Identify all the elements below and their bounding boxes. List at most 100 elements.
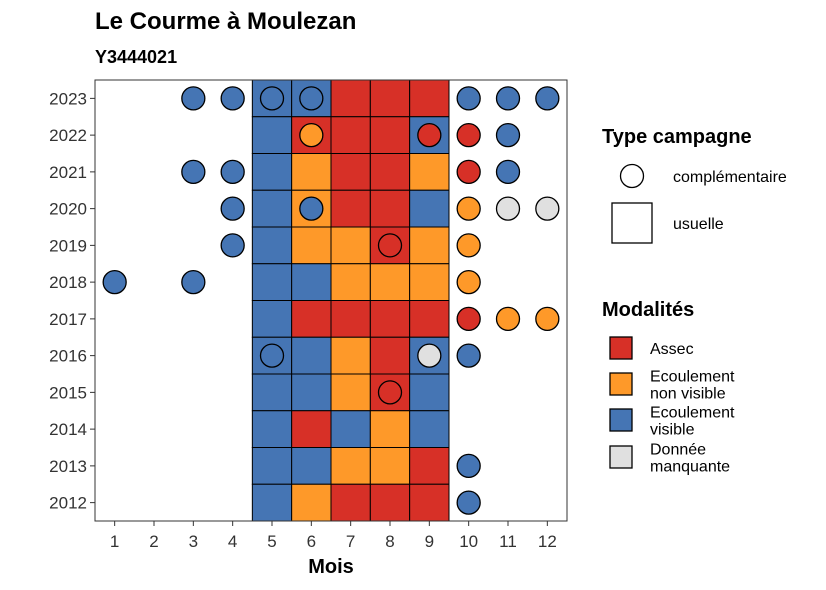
tile-2016-6: [291, 336, 332, 375]
point-2020-4: [220, 196, 245, 221]
x-axis: 1 2 3 4 5 6 7 8 9 10 11 12: [110, 521, 557, 551]
x-tick-label: 7: [346, 532, 355, 551]
legend-label-ecoulement-non-visible: Ecoulement non visible: [650, 369, 735, 403]
point-2015-8: [377, 380, 403, 405]
legend-swatch-donnee-manquante: [609, 445, 633, 469]
points-layer: [102, 86, 560, 515]
point-2023-10: [456, 86, 481, 111]
x-tick-label: 1: [110, 532, 119, 551]
tile-2012-5: [251, 483, 293, 522]
tile-2020-8: [369, 189, 411, 228]
legend-label-usuelle: usuelle: [673, 216, 724, 233]
tile-2022-8: [369, 116, 411, 154]
y-tick-label: 2015: [49, 383, 87, 402]
point-2022-6: [299, 122, 324, 148]
tile-2021-6: [291, 153, 332, 191]
point-2023-5: [259, 86, 285, 111]
tile-2016-7: [330, 336, 371, 375]
tile-2017-8: [369, 300, 411, 338]
tile-2017-7: [330, 300, 371, 338]
y-tick-label: 2023: [49, 89, 87, 108]
tile-2014-9: [409, 410, 450, 448]
point-2020-11: [495, 196, 521, 221]
tile-2018-9: [409, 263, 450, 301]
legend-swatch-assec: [609, 336, 633, 360]
tile-2018-7: [330, 263, 371, 301]
point-2021-3: [181, 159, 206, 185]
point-2022-10: [456, 122, 481, 148]
tiles-layer: [251, 79, 450, 522]
tile-2013-7: [330, 447, 371, 485]
x-tick-label: 11: [499, 532, 517, 551]
tile-2013-8: [369, 447, 411, 485]
point-2021-11: [495, 159, 521, 185]
tile-2020-5: [251, 189, 293, 228]
tile-2017-6: [291, 300, 332, 338]
tile-2012-8: [369, 483, 411, 522]
point-2018-3: [181, 269, 206, 295]
point-2017-12: [535, 306, 560, 332]
tile-2023-7: [330, 79, 371, 118]
legend-type-campagne: Type campagne complémentaire usuelle: [602, 126, 787, 244]
point-2023-6: [299, 86, 324, 111]
tile-2021-5: [251, 153, 293, 191]
point-2020-6: [299, 196, 324, 221]
point-2023-11: [495, 86, 521, 111]
legend-modalites: Modalités Assec Ecoulement non visibleEcou…: [602, 299, 735, 476]
tile-2014-8: [369, 410, 411, 448]
legend-label-complementaire: complémentaire: [673, 169, 787, 186]
x-tick-label: 6: [307, 532, 316, 551]
point-2016-10: [456, 343, 481, 368]
tile-2014-6: [291, 410, 332, 448]
point-2019-4: [220, 233, 245, 258]
tile-2015-9: [409, 373, 450, 412]
tile-2015-5: [251, 373, 293, 412]
tile-2018-8: [369, 263, 411, 301]
tile-2021-7: [330, 153, 371, 191]
tile-2013-5: [251, 447, 293, 485]
legend-label-ecoulement-visible: Ecoulement visible: [650, 405, 735, 439]
tile-2020-9: [409, 189, 450, 228]
y-tick-label: 2014: [49, 420, 87, 439]
legend-swatch-ecoulement-visible: [609, 408, 633, 432]
tile-2023-9: [409, 79, 450, 118]
point-2020-10: [456, 196, 481, 221]
point-2020-12: [535, 196, 560, 221]
point-2022-9: [417, 122, 442, 148]
point-2023-4: [220, 86, 245, 111]
legend-label-assec: Assec: [650, 341, 694, 358]
point-2021-4: [220, 159, 245, 185]
point-2018-1: [102, 269, 127, 295]
tile-2017-5: [251, 300, 293, 338]
plot-area: 2023 2022 2021 2020 2019 2018 2017 2016 2015 2014…: [49, 79, 568, 551]
x-tick-label: 9: [425, 532, 434, 551]
tile-2017-9: [409, 300, 450, 338]
point-2012-10: [456, 490, 481, 515]
tile-2018-6: [291, 263, 332, 301]
tile-2012-9: [409, 483, 450, 522]
x-tick-label: 3: [189, 532, 198, 551]
y-tick-label: 2020: [49, 200, 87, 219]
tile-2015-7: [330, 373, 371, 412]
x-tick-label: 4: [228, 532, 237, 551]
point-2023-12: [535, 86, 560, 111]
tile-2022-5: [251, 116, 293, 154]
y-tick-label: 2022: [49, 126, 87, 145]
point-2018-10: [456, 269, 481, 295]
tile-2012-7: [330, 483, 371, 522]
tile-2019-9: [409, 226, 450, 265]
legend-swatch-ecoulement-non-visible: [609, 372, 633, 396]
point-2021-10: [456, 159, 481, 185]
legend-key-usuelle: [611, 202, 653, 244]
tile-2020-7: [330, 189, 371, 228]
point-2016-5: [259, 343, 285, 368]
x-tick-label: 2: [149, 532, 158, 551]
chart-subtitle: Y3444021: [95, 47, 177, 67]
point-2017-10: [456, 306, 481, 332]
tile-2022-7: [330, 116, 371, 154]
x-axis-title: Mois: [308, 556, 354, 578]
y-tick-label: 2016: [49, 347, 87, 366]
point-2017-11: [495, 306, 521, 332]
x-tick-label: 5: [267, 532, 276, 551]
